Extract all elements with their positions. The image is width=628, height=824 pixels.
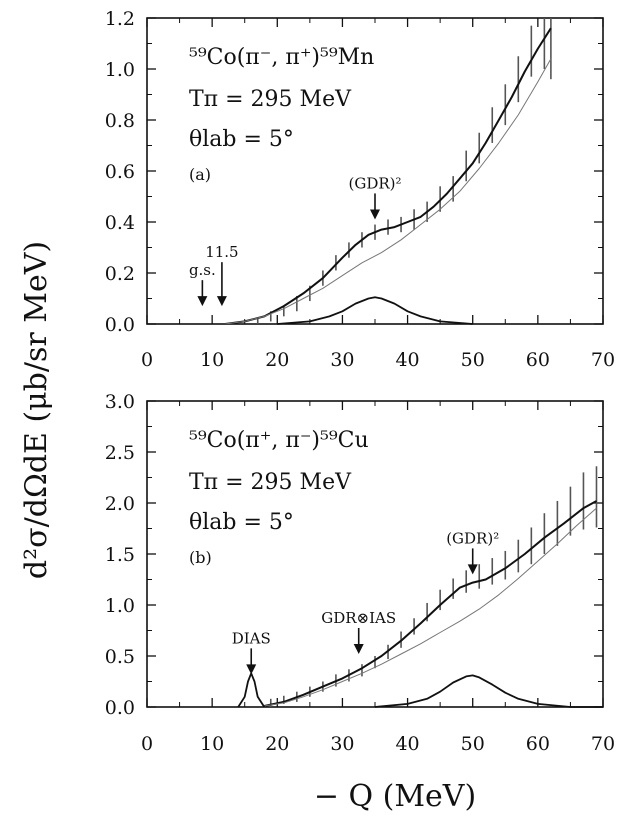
panel-b-annotation-arrowhead	[467, 564, 478, 575]
x-axis-title: − Q (MeV)	[314, 779, 476, 814]
panel-b-x-tick-label: 40	[395, 733, 419, 755]
panel-b-annotation-label: (GDR)²	[446, 529, 499, 547]
panel-b-x-tick-label: 30	[330, 733, 354, 755]
panel-b-angle-label: θlab = 5°	[189, 510, 294, 535]
panel-a-x-tick-label: 60	[526, 349, 550, 371]
panel-a-total-fit-curve	[225, 27, 552, 325]
panel-a-angle-label: θlab = 5°	[189, 127, 294, 152]
panel-a-background-curve	[225, 58, 552, 325]
panel-a-x-tick-label: 20	[265, 349, 289, 371]
panel-a-annotation-label: g.s.	[189, 261, 216, 279]
panel-a-y-tick-label: 1.0	[105, 59, 135, 81]
panel-b-y-tick-label: 3.0	[105, 391, 135, 413]
panel-b-y-tick-label: 0.0	[105, 697, 135, 719]
panel-b-gdr2-peak-curve	[374, 674, 603, 708]
panel-a: 0 10 20 30 40 50 60 70 0.0 0.2 0.4 0.6 0.8 1.0 1.2 g.s.…	[105, 8, 615, 371]
panel-b-x-tick-label: 70	[591, 733, 615, 755]
panel-b-annotation-label: DIAS	[232, 629, 271, 647]
panel-a-gdr2-peak-curve	[277, 296, 473, 325]
panel-b-x-tick-label: 0	[141, 733, 153, 755]
panel-b-background-curve	[264, 507, 597, 707]
panel-a-energy-label: Tπ = 295 MeV	[189, 87, 352, 112]
panel-b-annotation-label: GDR⊗IAS	[321, 609, 396, 627]
panel-a-x-tick-label: 40	[395, 349, 419, 371]
panel-b-x-tick-label: 10	[200, 733, 224, 755]
panel-a-annotation-arrowhead	[216, 296, 227, 307]
panel-b-dias-peak-curve	[237, 672, 266, 708]
panel-b-y-tick-label: 0.5	[105, 646, 135, 668]
panel-a-x-tick-label: 10	[200, 349, 224, 371]
panel-a-y-tick-label: 0.2	[105, 263, 135, 285]
panel-b-x-tick-label: 60	[526, 733, 550, 755]
panel-b-y-tick-label: 1.5	[105, 544, 135, 566]
panel-b-energy-label: Tπ = 295 MeV	[189, 470, 352, 495]
y-axis-title: d²σ/dΩdE (μb/sr MeV)	[19, 241, 54, 579]
panel-a-x-tick-label: 0	[141, 349, 153, 371]
panel-b-total-fit-curve	[264, 500, 597, 707]
panel-b-panel-label: (b)	[189, 548, 212, 567]
panel-a-panel-label: (a)	[189, 165, 211, 184]
panel-b: 0 10 20 30 40 50 60 70 0.0 0.5 1.0 1.5 2.0 2.5 3.0 DIAS…	[105, 391, 615, 755]
panel-a-x-tick-label: 50	[461, 349, 485, 371]
panel-b-y-tick-label: 2.5	[105, 442, 135, 464]
panel-a-reaction-label: ⁵⁹Co(π⁻, π⁺)⁵⁹Mn	[189, 45, 374, 70]
panel-a-annotation-arrowhead	[370, 209, 380, 220]
panel-a-y-tick-label: 0.8	[105, 110, 135, 132]
panel-a-y-tick-label: 0.0	[105, 314, 135, 336]
panel-a-y-tick-label: 1.2	[105, 8, 135, 30]
panel-a-annotation-label: (GDR)²	[348, 174, 401, 192]
panel-b-annotation-arrowhead	[353, 643, 364, 654]
panel-b-reaction-label: ⁵⁹Co(π⁺, π⁻)⁵⁹Cu	[189, 428, 369, 453]
panel-a-x-tick-label: 30	[330, 349, 354, 371]
panel-a-y-tick-label: 0.6	[105, 161, 135, 183]
panel-b-y-tick-label: 2.0	[105, 493, 135, 515]
panel-a-y-tick-label: 0.4	[105, 212, 135, 234]
panel-a-annotation-label: 11.5	[205, 243, 238, 261]
panel-b-annotation-arrowhead	[246, 664, 257, 675]
panel-b-x-tick-label: 50	[461, 733, 485, 755]
panel-a-annotation-arrowhead	[197, 296, 208, 307]
panel-b-y-tick-label: 1.0	[105, 595, 135, 617]
panel-a-x-tick-label: 70	[591, 349, 615, 371]
panel-b-x-tick-label: 20	[265, 733, 289, 755]
